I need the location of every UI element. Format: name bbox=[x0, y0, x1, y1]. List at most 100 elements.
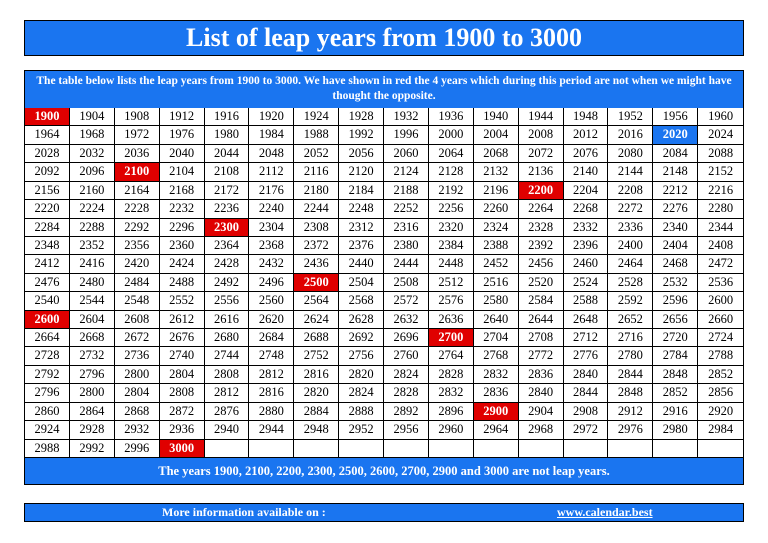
year-cell: 2556 bbox=[204, 292, 250, 311]
year-cell: 2456 bbox=[518, 255, 564, 274]
year-cell: 2064 bbox=[428, 144, 474, 164]
year-cell: 2836 bbox=[518, 365, 564, 385]
year-cell: 2780 bbox=[608, 347, 654, 366]
year-cell: 2220 bbox=[25, 200, 70, 219]
year-cell: 2336 bbox=[608, 218, 654, 237]
year-cell: 2048 bbox=[249, 144, 295, 164]
year-cell: 2640 bbox=[473, 310, 519, 330]
year-cell: 2944 bbox=[249, 421, 295, 440]
year-cell: 1936 bbox=[428, 108, 474, 127]
year-cell: 2504 bbox=[339, 273, 384, 293]
year-cell: 2276 bbox=[653, 200, 699, 219]
year-cell: 2828 bbox=[384, 384, 429, 403]
year-cell: 2124 bbox=[384, 163, 429, 182]
year-cell: 2728 bbox=[25, 347, 70, 366]
year-cell: 2492 bbox=[204, 273, 250, 293]
year-cell: 2404 bbox=[653, 236, 699, 256]
year-cell: 2428 bbox=[204, 255, 250, 274]
year-cell: 2812 bbox=[204, 384, 250, 403]
year-cell: 2360 bbox=[159, 236, 205, 256]
year-cell: 2332 bbox=[563, 218, 609, 237]
year-cell: 1920 bbox=[249, 108, 295, 127]
info-bar: More information available on : www.cale… bbox=[24, 503, 744, 522]
year-cell: 2156 bbox=[25, 181, 70, 201]
year-cell: 2600 bbox=[25, 310, 70, 330]
year-cell: 2444 bbox=[384, 255, 429, 274]
year-cell: 2576 bbox=[428, 292, 474, 311]
year-cell: 2632 bbox=[384, 310, 429, 330]
year-cell: 2008 bbox=[518, 126, 564, 145]
year-cell: 2100 bbox=[114, 163, 160, 182]
year-cell: 2572 bbox=[384, 292, 429, 311]
year-cell: 2808 bbox=[204, 365, 250, 385]
year-cell: 2656 bbox=[653, 310, 699, 330]
year-cell bbox=[563, 439, 609, 458]
year-cell: 2832 bbox=[428, 384, 474, 403]
year-cell: 2484 bbox=[114, 273, 160, 293]
year-cell: 1928 bbox=[339, 108, 384, 127]
year-cell: 2744 bbox=[204, 347, 250, 366]
year-cell: 2388 bbox=[473, 236, 519, 256]
year-cell: 1984 bbox=[249, 126, 295, 145]
year-cell: 2476 bbox=[25, 273, 70, 293]
year-cell: 1924 bbox=[294, 108, 340, 127]
year-cell: 1972 bbox=[114, 126, 160, 145]
year-cell: 2160 bbox=[69, 181, 115, 201]
year-cell: 2240 bbox=[249, 200, 295, 219]
year-cell: 2324 bbox=[473, 218, 519, 237]
year-cell: 2808 bbox=[159, 384, 205, 403]
year-cell: 2096 bbox=[69, 163, 115, 182]
year-cell: 1960 bbox=[698, 108, 743, 127]
year-cell: 2300 bbox=[204, 218, 250, 237]
year-cell: 1940 bbox=[473, 108, 519, 127]
site-link[interactable]: www.calendar.best bbox=[557, 505, 653, 519]
year-cell: 2616 bbox=[204, 310, 250, 330]
year-cell: 2796 bbox=[25, 384, 70, 403]
year-cell: 2512 bbox=[428, 273, 474, 293]
year-cell: 2104 bbox=[159, 163, 205, 182]
year-cell: 2344 bbox=[698, 219, 743, 237]
year-cell: 2040 bbox=[159, 144, 205, 164]
year-cell: 2080 bbox=[608, 144, 654, 164]
year-cell bbox=[384, 439, 429, 458]
year-cell: 2312 bbox=[339, 218, 384, 237]
year-cell: 2316 bbox=[384, 218, 429, 237]
year-cell: 2028 bbox=[25, 144, 70, 164]
year-cell: 2036 bbox=[114, 144, 160, 164]
year-cell: 2356 bbox=[114, 236, 160, 256]
year-cell: 2924 bbox=[25, 421, 70, 440]
year-cell: 2592 bbox=[608, 292, 654, 311]
year-cell: 2684 bbox=[249, 329, 295, 348]
year-cell: 2340 bbox=[653, 218, 699, 237]
year-cell: 1952 bbox=[608, 108, 654, 127]
year-cell: 2464 bbox=[608, 255, 654, 274]
year-cell: 1916 bbox=[204, 108, 250, 127]
year-cell: 2840 bbox=[518, 384, 564, 403]
year-cell: 2768 bbox=[473, 347, 519, 366]
year-cell bbox=[428, 439, 474, 458]
year-cell: 2196 bbox=[473, 181, 519, 201]
year-cell: 2936 bbox=[159, 421, 205, 440]
year-cell: 2968 bbox=[518, 421, 564, 440]
year-cell: 1944 bbox=[518, 108, 564, 127]
year-cell: 1908 bbox=[114, 108, 160, 127]
year-cell: 2824 bbox=[339, 384, 384, 403]
year-cell: 2000 bbox=[428, 126, 474, 145]
year-cell: 2816 bbox=[294, 365, 340, 385]
year-cell: 2796 bbox=[69, 365, 115, 385]
year-cell: 2308 bbox=[294, 218, 340, 237]
year-cell: 2692 bbox=[339, 329, 384, 348]
year-cell: 2228 bbox=[114, 200, 160, 219]
year-cell: 1988 bbox=[294, 126, 340, 145]
table-intro: The table below lists the leap years fro… bbox=[25, 71, 743, 108]
year-cell: 2224 bbox=[69, 200, 115, 219]
year-cell: 2708 bbox=[518, 329, 564, 348]
year-cell: 2876 bbox=[204, 402, 250, 422]
year-cell: 2724 bbox=[698, 329, 743, 348]
year-cell: 2284 bbox=[25, 218, 70, 237]
year-cell: 2168 bbox=[159, 181, 205, 201]
year-cell: 2816 bbox=[249, 384, 295, 403]
year-cell: 1976 bbox=[159, 126, 205, 145]
year-cell: 2644 bbox=[518, 310, 564, 330]
year-cell: 2432 bbox=[249, 255, 295, 274]
